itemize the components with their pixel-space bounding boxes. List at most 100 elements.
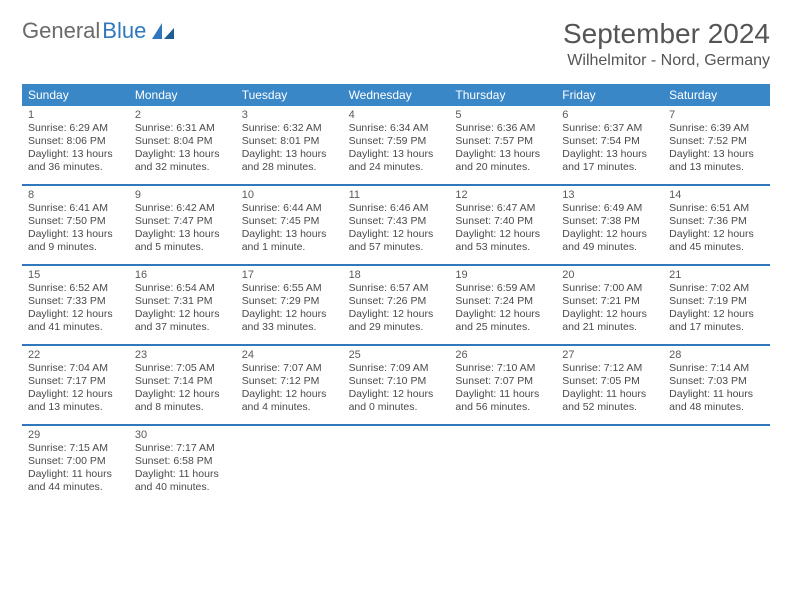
weekday-header: Thursday	[449, 84, 556, 106]
daylight-line: Daylight: 12 hours and 57 minutes.	[349, 228, 444, 254]
daylight-line: Daylight: 12 hours and 0 minutes.	[349, 388, 444, 414]
daylight-line: Daylight: 13 hours and 32 minutes.	[135, 148, 230, 174]
sunset-line: Sunset: 7:54 PM	[562, 135, 657, 148]
week-row: 29Sunrise: 7:15 AMSunset: 7:00 PMDayligh…	[22, 426, 770, 504]
daylight-line: Daylight: 13 hours and 24 minutes.	[349, 148, 444, 174]
sunset-line: Sunset: 7:17 PM	[28, 375, 123, 388]
sunrise-line: Sunrise: 6:31 AM	[135, 122, 230, 135]
weeks-container: 1Sunrise: 6:29 AMSunset: 8:06 PMDaylight…	[22, 106, 770, 504]
day-number: 18	[349, 269, 444, 281]
day-number: 26	[455, 349, 550, 361]
header: GeneralBlue September 2024 Wilhelmitor -…	[22, 18, 770, 70]
day-cell: 16Sunrise: 6:54 AMSunset: 7:31 PMDayligh…	[129, 266, 236, 344]
sunrise-line: Sunrise: 7:02 AM	[669, 282, 764, 295]
day-number: 6	[562, 109, 657, 121]
day-number: 2	[135, 109, 230, 121]
day-cell: 30Sunrise: 7:17 AMSunset: 6:58 PMDayligh…	[129, 426, 236, 504]
sunrise-line: Sunrise: 6:44 AM	[242, 202, 337, 215]
day-cell: 21Sunrise: 7:02 AMSunset: 7:19 PMDayligh…	[663, 266, 770, 344]
day-cell: 19Sunrise: 6:59 AMSunset: 7:24 PMDayligh…	[449, 266, 556, 344]
daylight-line: Daylight: 13 hours and 9 minutes.	[28, 228, 123, 254]
day-cell: 29Sunrise: 7:15 AMSunset: 7:00 PMDayligh…	[22, 426, 129, 504]
sunrise-line: Sunrise: 6:41 AM	[28, 202, 123, 215]
sunrise-line: Sunrise: 6:32 AM	[242, 122, 337, 135]
week-row: 22Sunrise: 7:04 AMSunset: 7:17 PMDayligh…	[22, 346, 770, 426]
sunrise-line: Sunrise: 6:59 AM	[455, 282, 550, 295]
day-number: 15	[28, 269, 123, 281]
day-cell: 1Sunrise: 6:29 AMSunset: 8:06 PMDaylight…	[22, 106, 129, 184]
sunset-line: Sunset: 7:29 PM	[242, 295, 337, 308]
sunrise-line: Sunrise: 6:52 AM	[28, 282, 123, 295]
daylight-line: Daylight: 12 hours and 41 minutes.	[28, 308, 123, 334]
sunrise-line: Sunrise: 7:00 AM	[562, 282, 657, 295]
day-cell: 4Sunrise: 6:34 AMSunset: 7:59 PMDaylight…	[343, 106, 450, 184]
sunset-line: Sunset: 7:33 PM	[28, 295, 123, 308]
day-cell	[449, 426, 556, 504]
location-label: Wilhelmitor - Nord, Germany	[563, 52, 770, 70]
sunset-line: Sunset: 7:52 PM	[669, 135, 764, 148]
sunset-line: Sunset: 7:07 PM	[455, 375, 550, 388]
daylight-line: Daylight: 12 hours and 37 minutes.	[135, 308, 230, 334]
day-cell	[343, 426, 450, 504]
day-cell: 15Sunrise: 6:52 AMSunset: 7:33 PMDayligh…	[22, 266, 129, 344]
sunset-line: Sunset: 7:21 PM	[562, 295, 657, 308]
day-cell: 17Sunrise: 6:55 AMSunset: 7:29 PMDayligh…	[236, 266, 343, 344]
sunset-line: Sunset: 7:26 PM	[349, 295, 444, 308]
daylight-line: Daylight: 12 hours and 49 minutes.	[562, 228, 657, 254]
daylight-line: Daylight: 12 hours and 25 minutes.	[455, 308, 550, 334]
sunrise-line: Sunrise: 6:55 AM	[242, 282, 337, 295]
sunrise-line: Sunrise: 7:07 AM	[242, 362, 337, 375]
day-cell: 12Sunrise: 6:47 AMSunset: 7:40 PMDayligh…	[449, 186, 556, 264]
day-number: 29	[28, 429, 123, 441]
weekday-header: Friday	[556, 84, 663, 106]
day-number: 7	[669, 109, 764, 121]
sunset-line: Sunset: 6:58 PM	[135, 455, 230, 468]
day-cell: 3Sunrise: 6:32 AMSunset: 8:01 PMDaylight…	[236, 106, 343, 184]
daylight-line: Daylight: 12 hours and 13 minutes.	[28, 388, 123, 414]
day-number: 16	[135, 269, 230, 281]
day-cell	[663, 426, 770, 504]
weekday-header: Saturday	[663, 84, 770, 106]
day-cell: 11Sunrise: 6:46 AMSunset: 7:43 PMDayligh…	[343, 186, 450, 264]
day-number: 21	[669, 269, 764, 281]
day-number: 17	[242, 269, 337, 281]
sunrise-line: Sunrise: 6:57 AM	[349, 282, 444, 295]
day-number: 8	[28, 189, 123, 201]
day-cell: 18Sunrise: 6:57 AMSunset: 7:26 PMDayligh…	[343, 266, 450, 344]
weekday-header: Monday	[129, 84, 236, 106]
sunset-line: Sunset: 7:38 PM	[562, 215, 657, 228]
sunrise-line: Sunrise: 7:10 AM	[455, 362, 550, 375]
sunset-line: Sunset: 7:40 PM	[455, 215, 550, 228]
sunrise-line: Sunrise: 6:37 AM	[562, 122, 657, 135]
day-cell: 20Sunrise: 7:00 AMSunset: 7:21 PMDayligh…	[556, 266, 663, 344]
sunset-line: Sunset: 7:12 PM	[242, 375, 337, 388]
week-row: 8Sunrise: 6:41 AMSunset: 7:50 PMDaylight…	[22, 186, 770, 266]
day-number: 4	[349, 109, 444, 121]
day-number: 27	[562, 349, 657, 361]
sunrise-line: Sunrise: 7:14 AM	[669, 362, 764, 375]
logo-sail-icon	[150, 21, 176, 41]
day-cell: 13Sunrise: 6:49 AMSunset: 7:38 PMDayligh…	[556, 186, 663, 264]
sunrise-line: Sunrise: 6:46 AM	[349, 202, 444, 215]
daylight-line: Daylight: 11 hours and 52 minutes.	[562, 388, 657, 414]
daylight-line: Daylight: 12 hours and 17 minutes.	[669, 308, 764, 334]
sunset-line: Sunset: 7:45 PM	[242, 215, 337, 228]
day-number: 25	[349, 349, 444, 361]
sunset-line: Sunset: 7:14 PM	[135, 375, 230, 388]
sunset-line: Sunset: 7:10 PM	[349, 375, 444, 388]
sunset-line: Sunset: 7:31 PM	[135, 295, 230, 308]
day-number: 24	[242, 349, 337, 361]
day-cell	[236, 426, 343, 504]
sunset-line: Sunset: 7:24 PM	[455, 295, 550, 308]
sunrise-line: Sunrise: 6:39 AM	[669, 122, 764, 135]
daylight-line: Daylight: 12 hours and 33 minutes.	[242, 308, 337, 334]
daylight-line: Daylight: 12 hours and 8 minutes.	[135, 388, 230, 414]
day-number: 19	[455, 269, 550, 281]
day-number: 23	[135, 349, 230, 361]
day-cell: 28Sunrise: 7:14 AMSunset: 7:03 PMDayligh…	[663, 346, 770, 424]
sunrise-line: Sunrise: 7:17 AM	[135, 442, 230, 455]
calendar: SundayMondayTuesdayWednesdayThursdayFrid…	[22, 84, 770, 504]
title-block: September 2024 Wilhelmitor - Nord, Germa…	[563, 18, 770, 70]
daylight-line: Daylight: 13 hours and 36 minutes.	[28, 148, 123, 174]
daylight-line: Daylight: 11 hours and 44 minutes.	[28, 468, 123, 494]
